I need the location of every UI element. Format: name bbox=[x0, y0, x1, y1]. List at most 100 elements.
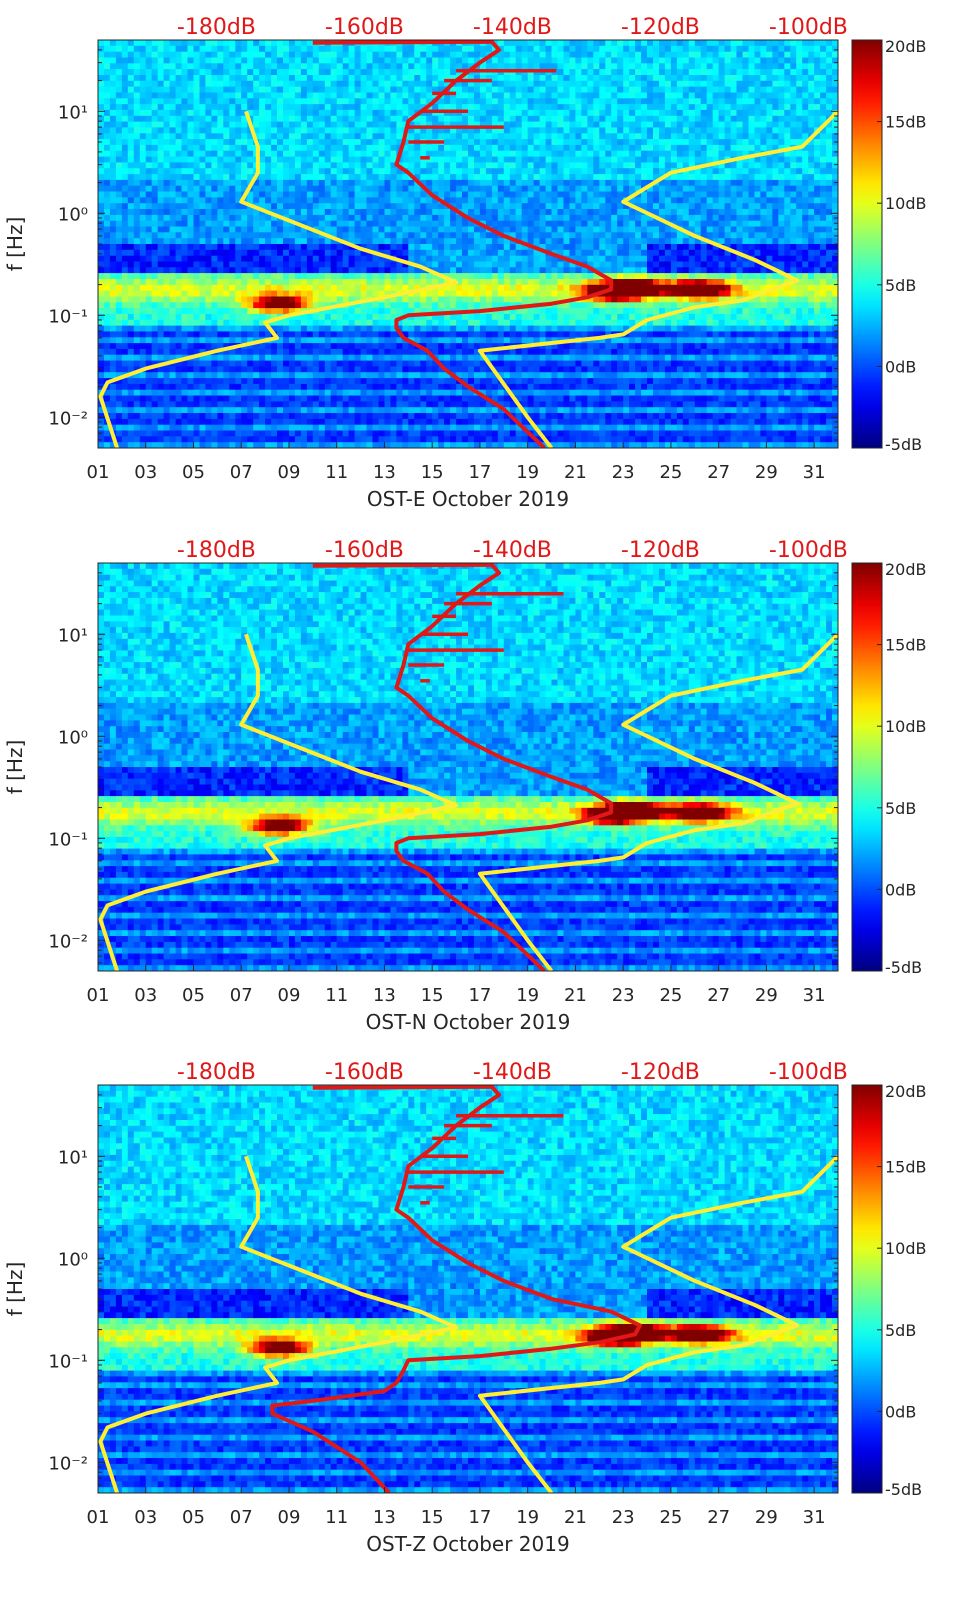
x-tick-label: 25 bbox=[659, 985, 682, 1006]
colorbar-tick-label: 15dB bbox=[885, 636, 927, 655]
x-tick-label: 09 bbox=[278, 985, 301, 1006]
colorbar-tick-label: 20dB bbox=[885, 1082, 927, 1101]
colorbar-tick-label: 10dB bbox=[885, 717, 927, 736]
x-tick-label: 21 bbox=[564, 462, 587, 483]
spectrogram-heatmap bbox=[98, 563, 838, 971]
y-axis-title: f [Hz] bbox=[3, 217, 27, 272]
x-tick-label: 01 bbox=[87, 985, 110, 1006]
yellow-noise-model-curve-0 bbox=[98, 1155, 459, 1493]
y-tick-label: 10⁻² bbox=[48, 1453, 88, 1474]
x-tick-label: 07 bbox=[230, 985, 253, 1006]
x-tick-label: 13 bbox=[373, 985, 396, 1006]
colorbar-tick-label: 5dB bbox=[885, 799, 916, 818]
x-tick-label: 23 bbox=[612, 985, 635, 1006]
x-tick-label: 01 bbox=[87, 1507, 110, 1528]
x-tick-label: 09 bbox=[278, 462, 301, 483]
colorbar-tick-label: 0dB bbox=[885, 1402, 916, 1421]
x-tick-label: 29 bbox=[755, 1507, 778, 1528]
colorbar-tick-label: 10dB bbox=[885, 1239, 927, 1258]
top-db-axis-label: -140dB bbox=[473, 15, 552, 40]
red-noise-model-curve-2 bbox=[312, 563, 614, 971]
y-tick-label: 10⁻² bbox=[48, 931, 88, 952]
x-tick-label: 13 bbox=[373, 462, 396, 483]
y-axis-title: f [Hz] bbox=[3, 740, 27, 795]
y-tick-label: 10¹ bbox=[58, 1147, 88, 1168]
x-tick-label: 27 bbox=[707, 1507, 730, 1528]
x-tick-label: 15 bbox=[421, 1507, 444, 1528]
x-tick-label: 23 bbox=[612, 1507, 635, 1528]
y-tick-label: 10⁻¹ bbox=[48, 306, 88, 327]
x-tick-label: 25 bbox=[659, 462, 682, 483]
x-tick-label: 25 bbox=[659, 1507, 682, 1528]
x-tick-label: 03 bbox=[134, 462, 157, 483]
top-db-axis-label: -160dB bbox=[325, 15, 404, 40]
x-axis-title: OST-E October 2019 bbox=[367, 487, 569, 511]
colorbar bbox=[851, 39, 883, 449]
top-db-axis-label: -120dB bbox=[621, 1060, 700, 1085]
top-db-axis-label: -120dB bbox=[621, 15, 700, 40]
x-tick-label: 27 bbox=[707, 985, 730, 1006]
top-db-axis-label: -180dB bbox=[177, 1060, 256, 1085]
colorbar bbox=[851, 1084, 883, 1494]
y-tick-label: 10¹ bbox=[58, 102, 88, 123]
x-tick-label: 31 bbox=[803, 462, 826, 483]
x-tick-label: 19 bbox=[516, 1507, 539, 1528]
x-tick-label: 29 bbox=[755, 985, 778, 1006]
top-db-axis-label: -160dB bbox=[325, 1060, 404, 1085]
x-tick-label: 17 bbox=[468, 1507, 491, 1528]
x-axis-title: OST-N October 2019 bbox=[366, 1010, 571, 1034]
yellow-noise-model-curve-1 bbox=[477, 109, 838, 448]
y-tick-label: 10⁻¹ bbox=[48, 829, 88, 850]
x-tick-label: 19 bbox=[516, 462, 539, 483]
x-tick-label: 11 bbox=[325, 1507, 348, 1528]
x-tick-label: 17 bbox=[468, 462, 491, 483]
x-tick-label: 03 bbox=[134, 1507, 157, 1528]
yellow-noise-model-curve-0 bbox=[98, 110, 459, 448]
colorbar-tick-label: -5dB bbox=[885, 435, 922, 454]
red-noise-model-curve-2 bbox=[312, 40, 614, 448]
x-tick-label: 01 bbox=[87, 462, 110, 483]
x-tick-label: 05 bbox=[182, 462, 205, 483]
colorbar bbox=[851, 562, 883, 972]
y-tick-label: 10⁻¹ bbox=[48, 1351, 88, 1372]
x-tick-label: 07 bbox=[230, 462, 253, 483]
top-db-axis-label: -100dB bbox=[769, 1060, 848, 1085]
top-db-axis-label: -120dB bbox=[621, 538, 700, 563]
panel-north: 01 03 05 07 09 11 13 15 17 19 21 23 25 27 29 31 OST-N Oc… bbox=[3, 538, 927, 1034]
colorbar-tick-label: 5dB bbox=[885, 1321, 916, 1340]
top-db-axis-label: -140dB bbox=[473, 538, 552, 563]
x-tick-label: 27 bbox=[707, 462, 730, 483]
x-tick-label: 31 bbox=[803, 985, 826, 1006]
x-tick-label: 05 bbox=[182, 1507, 205, 1528]
top-db-axis-label: -100dB bbox=[769, 538, 848, 563]
x-tick-label: 13 bbox=[373, 1507, 396, 1528]
spectrogram-heatmap bbox=[98, 1085, 838, 1493]
x-tick-label: 21 bbox=[564, 985, 587, 1006]
red-noise-model-curve-2 bbox=[270, 1085, 642, 1493]
colorbar-tick-label: 0dB bbox=[885, 357, 916, 376]
panel-vertical: 01 03 05 07 09 11 13 15 17 19 21 23 25 27 29 31 OST-Z Oc… bbox=[3, 1060, 927, 1556]
top-db-axis-label: -100dB bbox=[769, 15, 848, 40]
x-tick-label: 19 bbox=[516, 985, 539, 1006]
top-db-axis-label: -180dB bbox=[177, 15, 256, 40]
y-axis-title: f [Hz] bbox=[3, 1262, 27, 1317]
colorbar-tick-label: 20dB bbox=[885, 37, 927, 56]
x-axis-title: OST-Z October 2019 bbox=[366, 1532, 569, 1556]
y-tick-label: 10⁰ bbox=[58, 204, 88, 225]
x-tick-label: 15 bbox=[421, 985, 444, 1006]
x-tick-label: 23 bbox=[612, 462, 635, 483]
top-db-axis-label: -160dB bbox=[325, 538, 404, 563]
colorbar-tick-label: 0dB bbox=[885, 880, 916, 899]
x-tick-label: 03 bbox=[134, 985, 157, 1006]
x-tick-label: 11 bbox=[325, 462, 348, 483]
colorbar-tick-label: -5dB bbox=[885, 958, 922, 977]
y-tick-label: 10⁰ bbox=[58, 1249, 88, 1270]
x-tick-label: 15 bbox=[421, 462, 444, 483]
y-tick-label: 10⁻² bbox=[48, 408, 88, 429]
x-tick-label: 29 bbox=[755, 462, 778, 483]
x-tick-label: 07 bbox=[230, 1507, 253, 1528]
colorbar-tick-label: 15dB bbox=[885, 113, 927, 132]
yellow-noise-model-curve-1 bbox=[477, 632, 838, 971]
top-db-axis-label: -140dB bbox=[473, 1060, 552, 1085]
